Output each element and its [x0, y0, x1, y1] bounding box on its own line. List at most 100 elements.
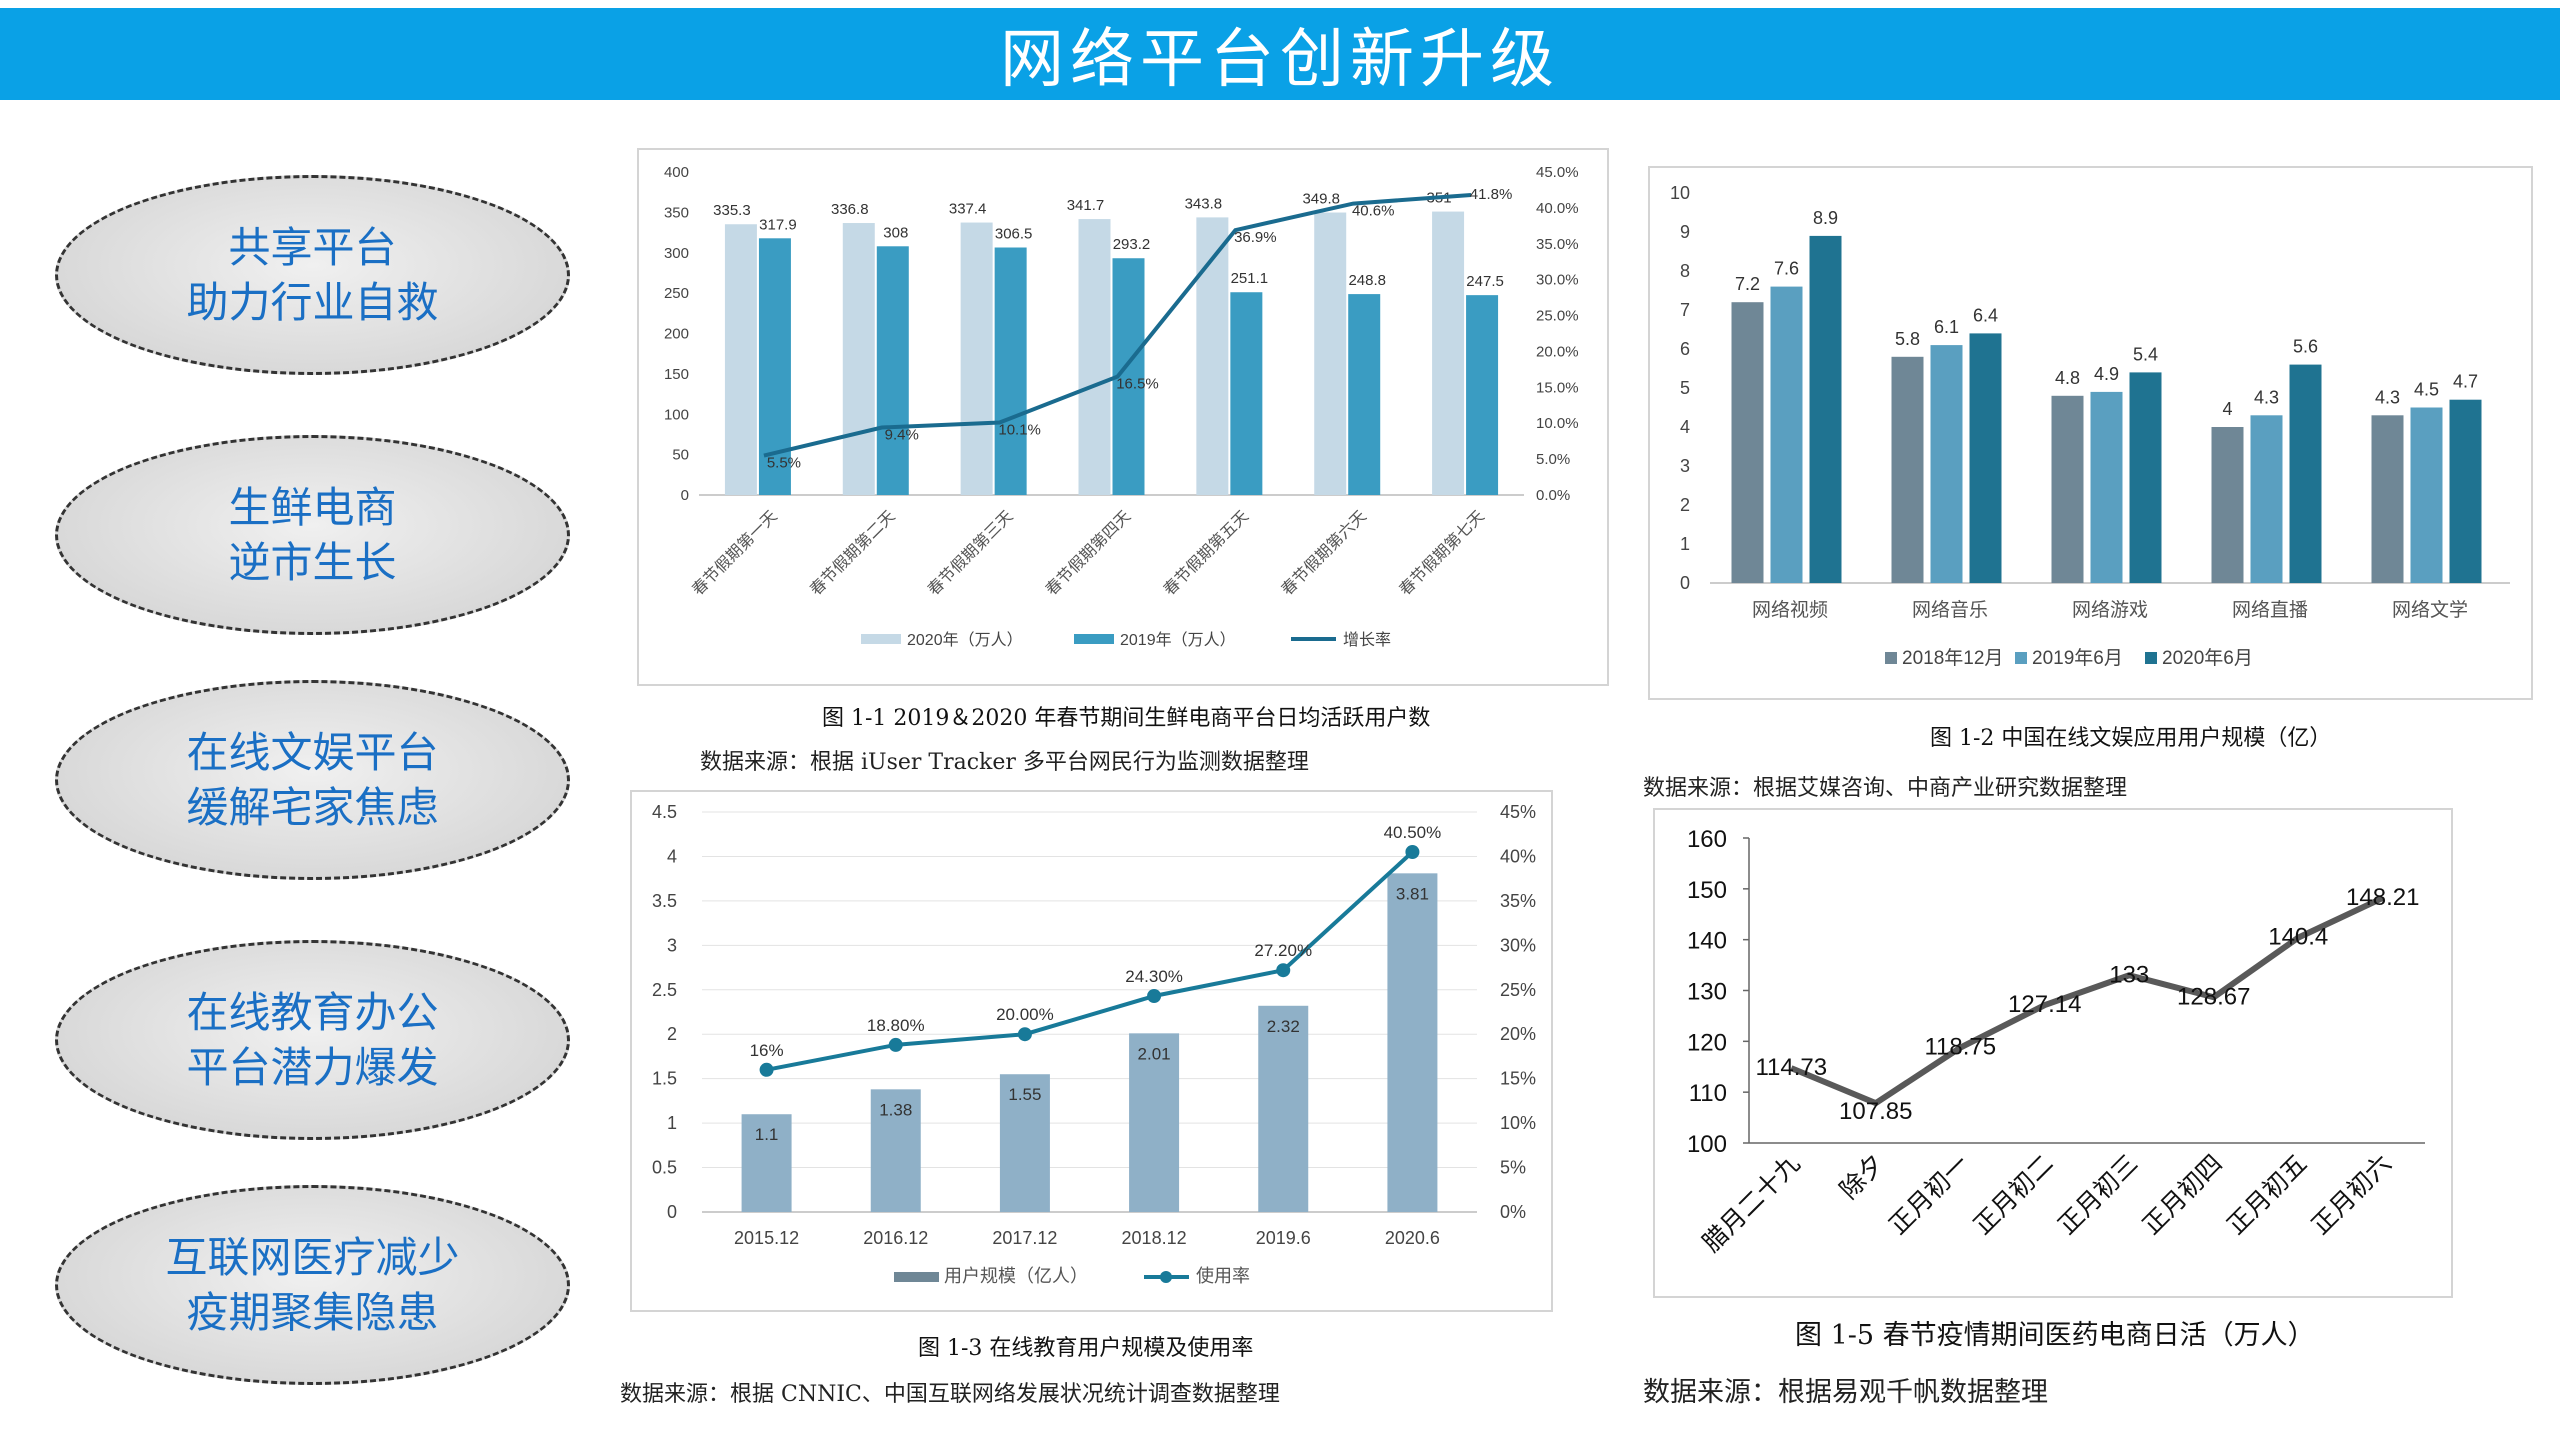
y-tick-label: 0	[667, 1202, 677, 1222]
bar-user-scale	[1129, 1033, 1180, 1212]
y2-tick-label: 30.0%	[1536, 272, 1579, 289]
growth-rate-line	[763, 192, 1472, 458]
oval-line-2: 逆市生长	[228, 538, 397, 587]
bar-user-scale	[999, 1074, 1050, 1212]
bar-2	[2289, 364, 2322, 583]
bar-user-scale	[1258, 1005, 1309, 1212]
y-tick-label: 7	[1680, 300, 1690, 320]
data-label: 107.85	[1839, 1098, 1912, 1125]
y2-tick-label: 20%	[1500, 1024, 1536, 1044]
data-label-2020: 341.7	[1067, 197, 1105, 214]
topic-oval-education: 在线教育办公 平台潜力爆发	[55, 940, 570, 1140]
y-tick-label: 120	[1687, 1029, 1727, 1056]
x-tick-label: 正月初三	[2053, 1149, 2144, 1240]
bar-2019	[994, 247, 1027, 495]
legend-marker-rate	[1160, 1271, 1172, 1283]
legend-label-rate: 使用率	[1196, 1266, 1250, 1286]
growth-rate-label: 36.9%	[1234, 229, 1277, 246]
y2-tick-label: 35%	[1500, 891, 1536, 911]
data-label-2020: 335.3	[713, 202, 751, 219]
oval-line-1: 在线教育办公	[186, 988, 439, 1037]
y-tick-label: 9	[1680, 222, 1690, 242]
oval-line-1: 共享平台	[228, 223, 397, 272]
data-label-2019: 308	[883, 224, 908, 241]
x-tick-label: 正月初四	[2137, 1149, 2228, 1240]
usage-rate-label: 16%	[750, 1041, 784, 1060]
data-label-2019: 317.9	[759, 216, 797, 233]
bar-2020	[1432, 211, 1465, 495]
data-label: 5.6	[2293, 337, 2318, 357]
legend-swatch	[2145, 652, 2157, 664]
source-fig1: 数据来源：根据 iUser Tracker 多平台网民行为监测数据整理	[700, 750, 1309, 775]
source-fig2: 数据来源：根据艾媒咨询、中商产业研究数据整理	[1643, 776, 2128, 801]
data-label: 4.7	[2453, 372, 2478, 392]
y-tick-label: 10	[1670, 183, 1690, 203]
data-label-2020: 349.8	[1302, 191, 1340, 208]
bar-2020	[842, 223, 875, 495]
bar-2019	[1466, 295, 1499, 495]
legend-label-scale: 用户规模（亿人）	[944, 1266, 1088, 1286]
chart-fig3: 0 0.5 1 1.5 2 2.5 3 3.5 4 4.5 0% 5% 10% 15% 20% 25% 30% 3…	[652, 802, 1536, 1286]
data-label: 8.9	[1813, 208, 1838, 228]
x-tick-label: 正月初五	[2222, 1149, 2313, 1240]
x-tick-label: 春节假期第三天	[925, 507, 1017, 599]
source-fig3: 数据来源：根据 CNNIC、中国互联网络发展状况统计调查数据整理	[620, 1382, 1280, 1407]
x-tick-label: 2017.12	[992, 1228, 1057, 1248]
data-label: 148.21	[2346, 884, 2419, 911]
data-label: 140.4	[2268, 924, 2328, 951]
bar-user-scale	[1387, 873, 1438, 1212]
y2-tick-label: 35.0%	[1536, 236, 1579, 253]
x-tick-label: 春节假期第七天	[1396, 507, 1488, 599]
oval-line-2: 平台潜力爆发	[186, 1043, 439, 1092]
y2-tick-label: 5%	[1500, 1158, 1526, 1178]
growth-rate-label: 40.6%	[1352, 203, 1395, 220]
y-tick-label: 100	[664, 406, 689, 423]
chart-fig1: 0 50 100 150 200 250 300 350 400 0.0% 5.0% 10.0% 15.…	[664, 164, 1579, 649]
data-label: 2.01	[1138, 1044, 1171, 1063]
topic-oval-fresh: 生鲜电商 逆市生长	[55, 435, 570, 635]
bar-2020	[724, 224, 757, 495]
y-tick-label: 3	[1680, 456, 1690, 476]
data-label: 4	[2222, 399, 2232, 419]
usage-rate-marker	[1017, 1027, 1032, 1042]
y-tick-label: 300	[664, 245, 689, 262]
y-tick-label: 2.5	[652, 980, 677, 1000]
data-label: 1.38	[879, 1100, 912, 1119]
x-tick-label: 2019.6	[1256, 1228, 1311, 1248]
y-tick-label: 2	[667, 1024, 677, 1044]
data-label: 5.8	[1895, 329, 1920, 349]
usage-rate-label: 18.80%	[867, 1016, 925, 1035]
y-tick-label: 200	[664, 326, 689, 343]
chart-panel-fig5: 100 110 120 130 140 150 160 114.73 107.85 118.75 1…	[1653, 808, 2453, 1298]
data-label: 127.14	[2008, 991, 2081, 1018]
topic-oval-entertainment: 在线文娱平台 缓解宅家焦虑	[55, 680, 570, 880]
growth-rate-label: 41.8%	[1470, 186, 1513, 203]
x-tick-label: 春节假期第一天	[689, 507, 781, 599]
y-tick-label: 3.5	[652, 891, 677, 911]
x-tick-label: 正月初一	[1884, 1149, 1975, 1240]
y-tick-label: 250	[664, 285, 689, 302]
legend-label-growth: 增长率	[1343, 631, 1391, 649]
y-tick-label: 4	[667, 846, 677, 866]
y-tick-label: 150	[664, 366, 689, 383]
legend-swatch-2019	[1074, 634, 1114, 644]
bar-2	[2129, 372, 2162, 583]
x-tick-label: 2018.12	[1122, 1228, 1187, 1248]
chart-panel-fig1: 0 50 100 150 200 250 300 350 400 0.0% 5.0% 10.0% 15.…	[637, 148, 1609, 686]
usage-rate-marker	[1147, 989, 1162, 1003]
page-title: 网络平台创新升级	[1000, 23, 1560, 97]
bar-1	[1930, 345, 1963, 583]
bar-2020	[1196, 217, 1229, 495]
bar-1	[2250, 415, 2283, 583]
legend-label: 2019年6月	[2032, 647, 2123, 669]
legend-swatch-2020	[861, 634, 901, 644]
y2-tick-label: 40.0%	[1536, 200, 1579, 217]
y2-tick-label: 45%	[1500, 802, 1536, 822]
y-tick-label: 2	[1680, 495, 1690, 515]
y-tick-label: 100	[1687, 1131, 1727, 1158]
data-label: 114.73	[1755, 1054, 1827, 1081]
y-tick-label: 1.5	[652, 1069, 677, 1089]
y-tick-label: 110	[1689, 1080, 1727, 1107]
bar-0	[2051, 395, 2084, 583]
usage-rate-marker	[759, 1062, 774, 1077]
